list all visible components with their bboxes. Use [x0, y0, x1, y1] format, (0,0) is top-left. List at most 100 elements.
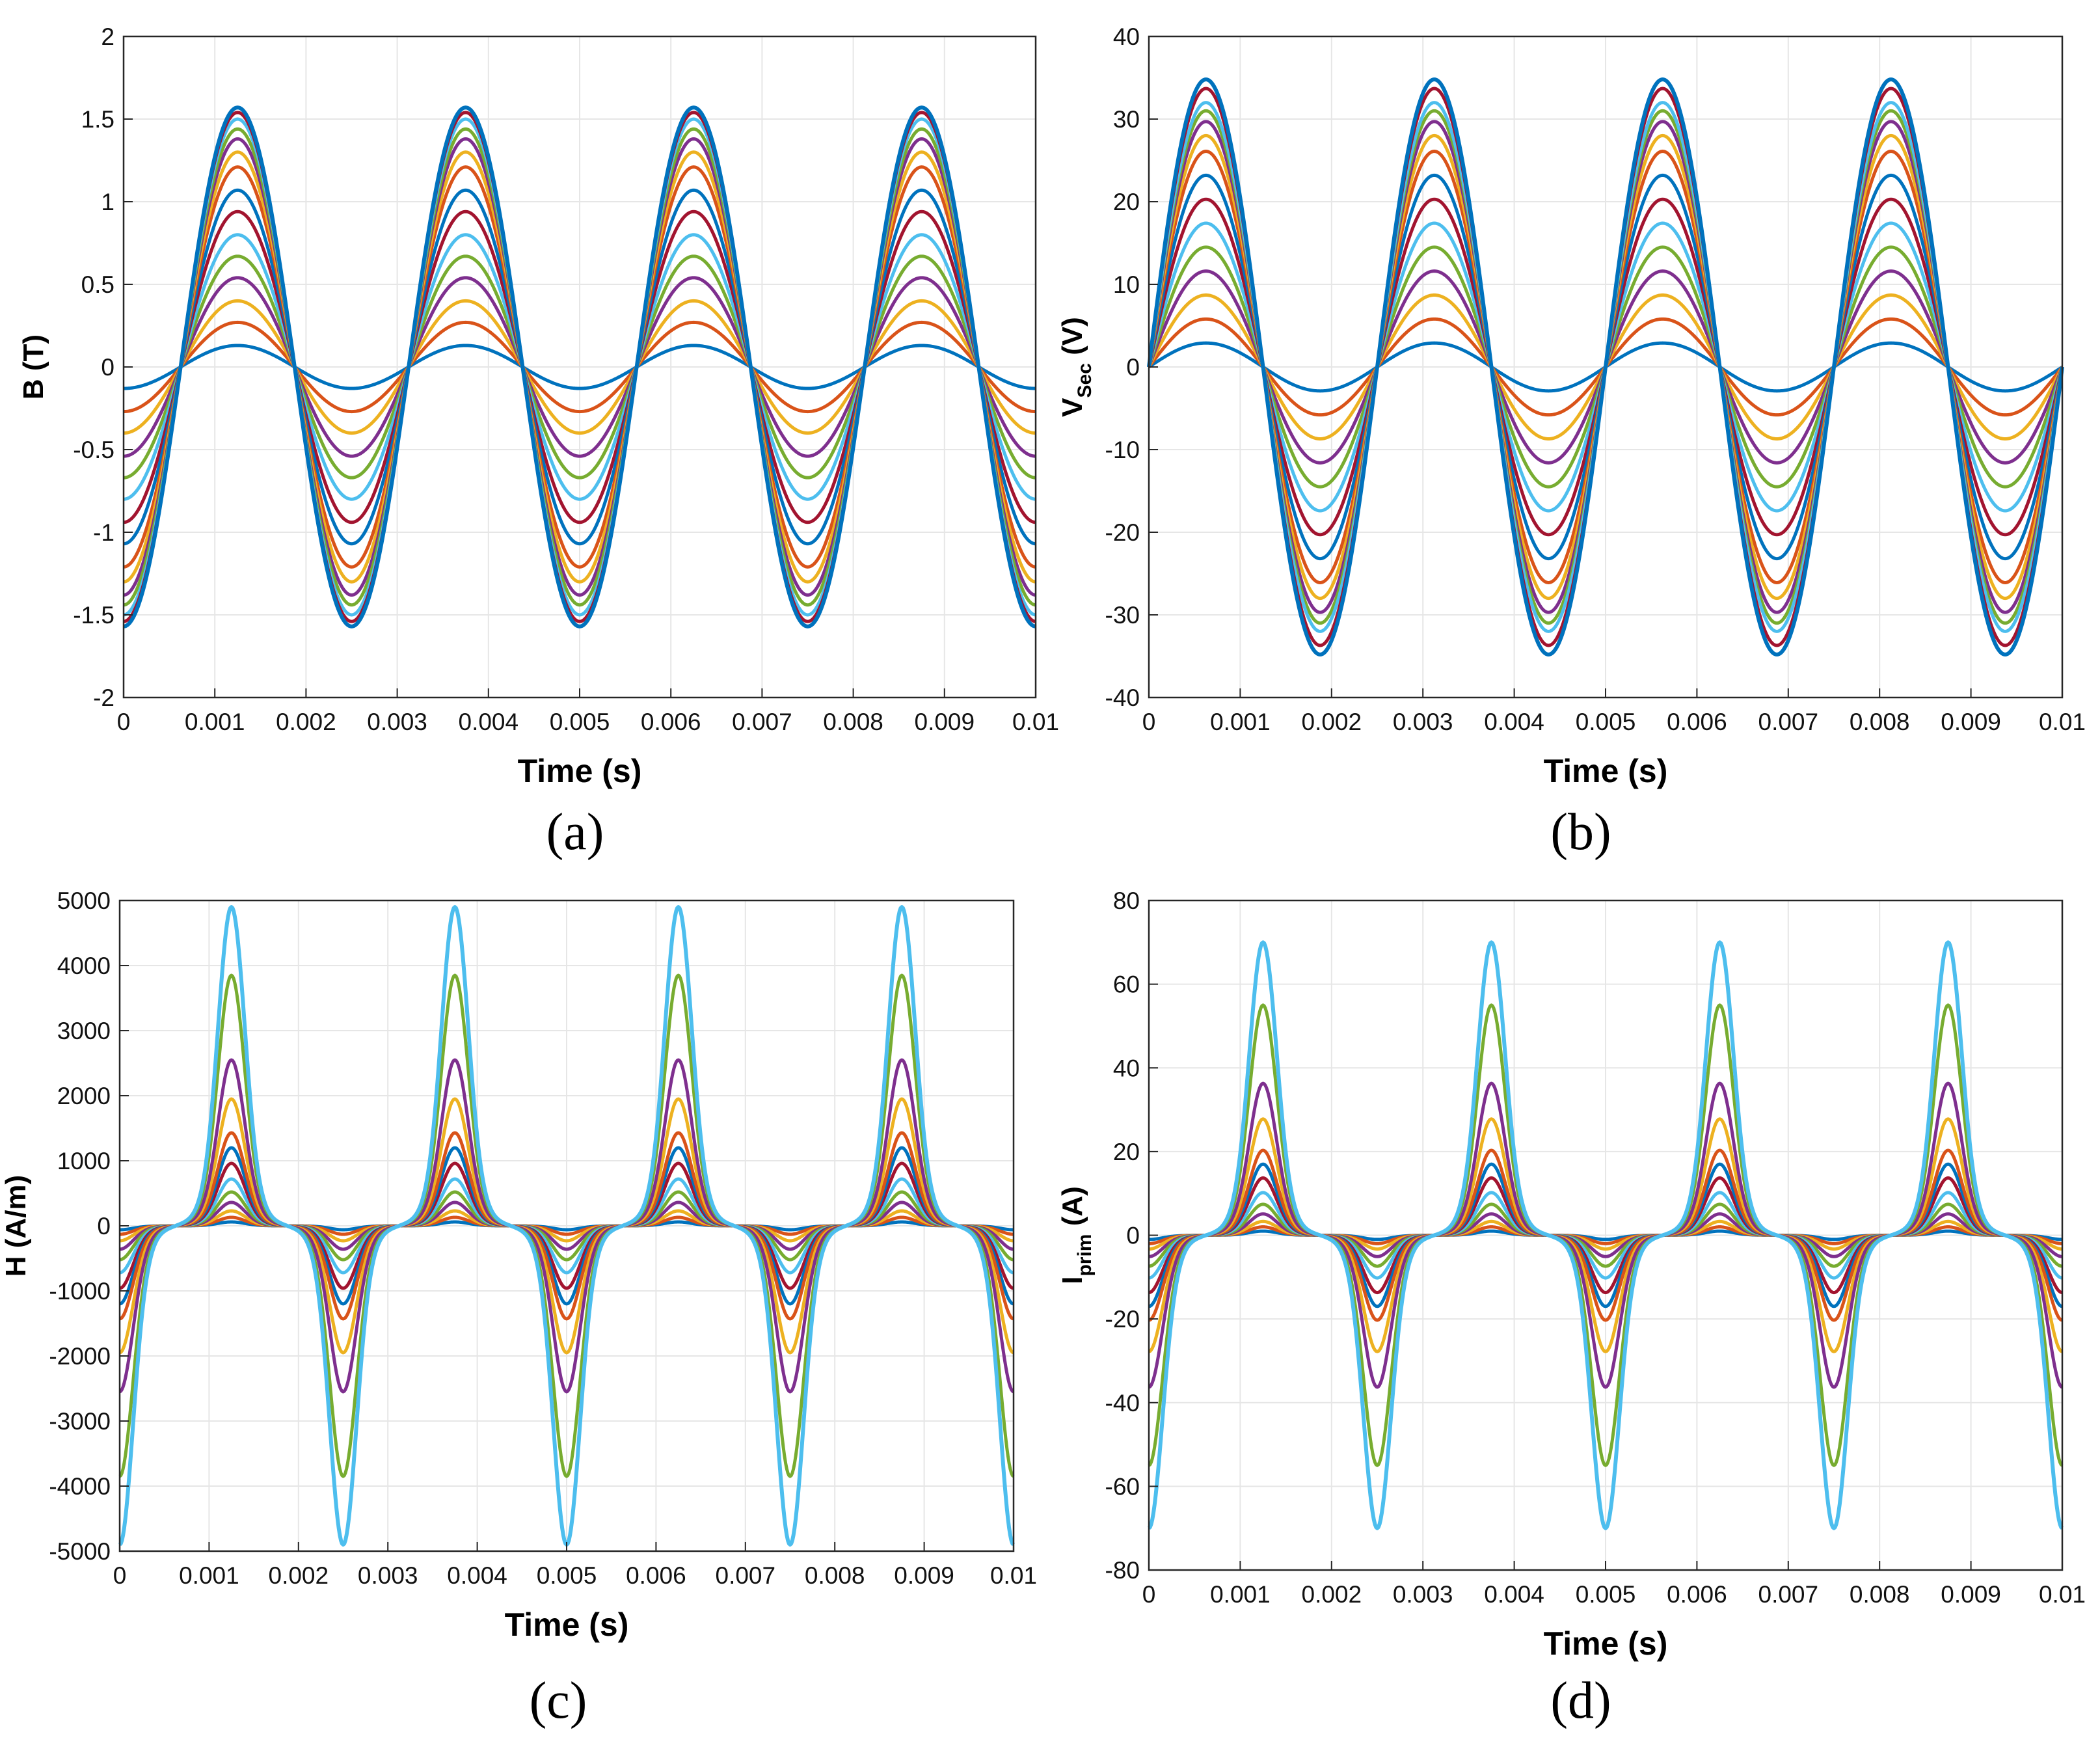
panel-c-ytick-label-0: -5000	[49, 1538, 111, 1565]
panel-c-xtick-label-4: 0.004	[447, 1562, 507, 1589]
panel-c-ytick-label-7: 2000	[57, 1083, 111, 1109]
panel-a-series-4	[123, 276, 1036, 458]
panel-d-xtick-label-3: 0.003	[1393, 1581, 1453, 1608]
panel-d-xtick-label-0: 0	[1142, 1581, 1156, 1608]
panel-a-series-8	[123, 188, 1036, 546]
panel-a-xtick-label-5: 0.005	[550, 709, 610, 735]
panel-b-caption: (b)	[1550, 804, 1611, 861]
panel-c: (c) 0 0.001 0.002 0.003 0.004 0.005 0.006 0.007…	[0, 887, 1037, 1729]
panel-a-ytick-label-6: 1	[101, 189, 114, 215]
panel-a-xtick-label-10: 0.01	[1012, 709, 1059, 735]
panel-d-xtick-label-8: 0.008	[1850, 1581, 1910, 1608]
panel-c-ytick-label-9: 4000	[57, 953, 111, 979]
panel-d-xtick-label-9: 0.009	[1941, 1581, 2001, 1608]
panel-b: (b) 0 0.001 0.002 0.003 0.004 0.005 0.006 0.007…	[1057, 23, 2086, 861]
panel-d-ytick-label-8: 80	[1113, 887, 1140, 914]
panel-d-ytick-label-3: -20	[1105, 1306, 1140, 1333]
panel-b-xtick-label-4: 0.004	[1484, 709, 1544, 735]
panel-a-ytick-label-8: 2	[101, 23, 114, 50]
panel-a-caption: (a)	[546, 804, 604, 861]
panel-c-y-axis-label: H (A/m)	[0, 1175, 32, 1277]
panel-c-xtick-label-6: 0.006	[626, 1562, 686, 1589]
panel-b-ytick-label-7: 30	[1113, 106, 1140, 133]
panel-d-xtick-label-1: 0.001	[1210, 1581, 1271, 1608]
panel-a-xtick-label-0: 0	[117, 709, 131, 735]
panel-b-xtick-label-6: 0.006	[1667, 709, 1727, 735]
panel-c-xtick-label-9: 0.009	[894, 1562, 954, 1589]
panel-a-y-axis-label: B (T)	[18, 334, 49, 400]
panel-d-series-11	[1148, 1081, 2064, 1389]
panel-d-y-axis-label: Iprim (A)	[1057, 1186, 1096, 1284]
panel-b-ytick-label-4: 0	[1126, 354, 1140, 381]
panel-a-series-15	[122, 105, 1037, 629]
panel-b-xtick-label-3: 0.003	[1393, 709, 1453, 735]
panel-d-xtick-label-2: 0.002	[1302, 1581, 1362, 1608]
panel-b-xtick-label-10: 0.01	[2039, 709, 2086, 735]
panel-d-ytick-label-6: 40	[1113, 1055, 1140, 1081]
panel-b-ytick-label-8: 40	[1113, 23, 1140, 50]
panel-c-ytick-label-10: 5000	[57, 887, 111, 914]
panel-b-xtick-label-5: 0.005	[1576, 709, 1636, 735]
panel-d-xtick-label-6: 0.006	[1667, 1581, 1727, 1608]
panel-b-ytick-label-6: 20	[1113, 189, 1140, 215]
panel-b-y-axis-label-sub: Sec	[1074, 363, 1096, 398]
panel-d-ytick-label-0: -80	[1105, 1557, 1140, 1584]
panel-c-xtick-label-8: 0.008	[805, 1562, 865, 1589]
panel-d-xtick-label-7: 0.007	[1758, 1581, 1819, 1608]
panel-d-ytick-label-1: -60	[1105, 1473, 1140, 1500]
panel-a-series-3	[123, 299, 1036, 435]
panel-d-ytick-label-5: 20	[1113, 1139, 1140, 1165]
panel-a-xtick-label-7: 0.007	[732, 709, 792, 735]
panel-d-xtick-label-5: 0.005	[1576, 1581, 1636, 1608]
panel-b-xtick-label-9: 0.009	[1941, 709, 2001, 735]
panel-c-ytick-label-6: 1000	[57, 1148, 111, 1174]
panel-c-xtick-label-2: 0.002	[269, 1562, 329, 1589]
panel-c-ytick-label-1: -4000	[49, 1473, 111, 1500]
panel-a-xtick-label-3: 0.003	[367, 709, 427, 735]
panel-b-xtick-label-1: 0.001	[1210, 709, 1271, 735]
panel-c-y-axis-label-main: H (A/m)	[0, 1175, 32, 1277]
panel-c-ytick-label-3: -2000	[49, 1343, 111, 1370]
panel-a-series-6	[123, 233, 1036, 501]
panel-b-xtick-label-7: 0.007	[1758, 709, 1819, 735]
panel-a-ytick-label-1: -1.5	[73, 602, 114, 629]
panel-c-xtick-label-1: 0.001	[179, 1562, 239, 1589]
panel-d-y-axis-label-main: I	[1057, 1277, 1088, 1284]
panel-d-y-axis-label-unit: (A)	[1057, 1186, 1088, 1234]
panel-d-x-axis-label: Time (s)	[1544, 1625, 1668, 1662]
panel-a-series-2	[123, 320, 1036, 414]
panel-d-xtick-label-10: 0.01	[2039, 1581, 2086, 1608]
panel-b-xtick-label-2: 0.002	[1302, 709, 1362, 735]
panel-c-xtick-label-0: 0	[113, 1562, 127, 1589]
panel-c-xtick-label-3: 0.003	[358, 1562, 418, 1589]
panel-d-series-13	[1148, 940, 2064, 1530]
panel-a-ytick-label-2: -1	[93, 519, 114, 546]
panel-c-x-axis-label: Time (s)	[505, 1606, 629, 1643]
panel-a-ytick-label-7: 1.5	[81, 106, 114, 133]
panel-b-y-axis-label: VSec (V)	[1057, 317, 1096, 417]
panel-a-xtick-label-2: 0.002	[276, 709, 336, 735]
panel-a-x-axis-label: Time (s)	[518, 753, 642, 789]
panel-d-xtick-label-4: 0.004	[1484, 1581, 1544, 1608]
panel-b-ytick-label-5: 10	[1113, 271, 1140, 298]
panel-c-ytick-label-2: -3000	[49, 1408, 111, 1435]
panel-b-ytick-label-0: -40	[1105, 684, 1140, 711]
panel-a-series-5	[123, 254, 1036, 480]
panel-c-ytick-label-8: 3000	[57, 1018, 111, 1044]
panel-a-ytick-label-5: 0.5	[81, 271, 114, 298]
panel-b-x-axis-label: Time (s)	[1544, 753, 1668, 789]
panel-a-xtick-label-6: 0.006	[641, 709, 701, 735]
panel-d-y-axis-label-sub: prim	[1074, 1234, 1096, 1277]
panel-a-xtick-label-1: 0.001	[185, 709, 245, 735]
panel-a-xtick-label-8: 0.008	[823, 709, 883, 735]
panel-c-caption: (c)	[530, 1672, 587, 1729]
panel-a-series-1	[123, 344, 1036, 390]
panel-b-ytick-label-1: -30	[1105, 602, 1140, 629]
panel-c-xtick-label-10: 0.01	[990, 1562, 1037, 1589]
panel-b-y-axis-label-unit: (V)	[1057, 317, 1088, 363]
panel-d-ytick-label-2: -40	[1105, 1390, 1140, 1416]
panel-a-xtick-label-4: 0.004	[459, 709, 519, 735]
panel-a-ytick-label-3: -0.5	[73, 437, 114, 463]
panel-c-ytick-label-5: 0	[97, 1213, 111, 1239]
